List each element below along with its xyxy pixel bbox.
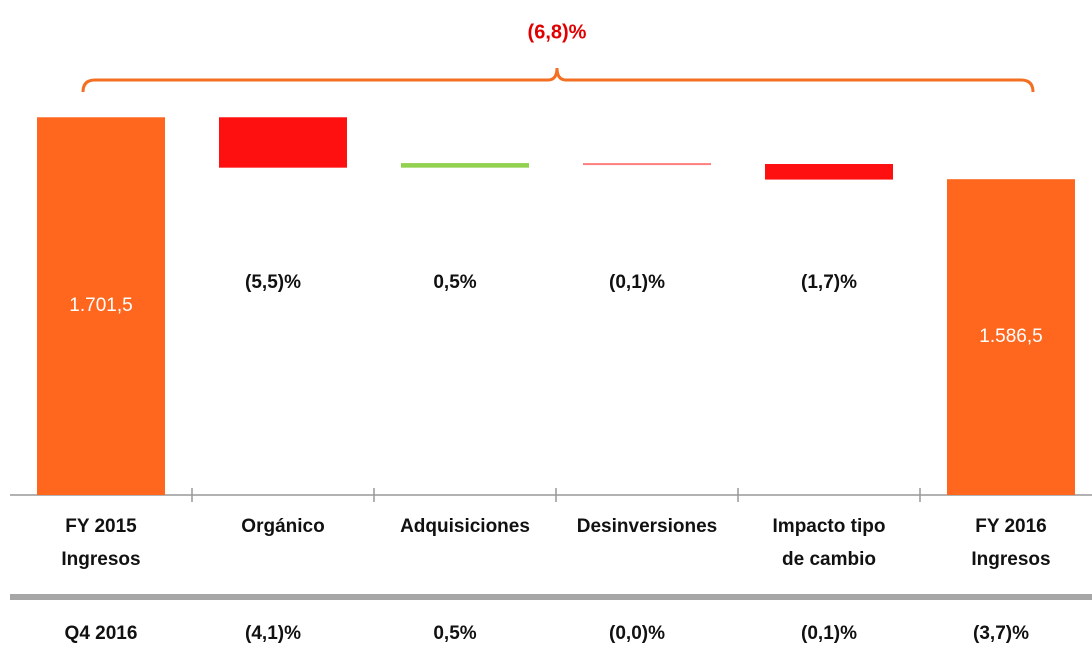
chart-title: (6,8)% <box>528 21 587 43</box>
change-label: (1,7)% <box>801 272 857 293</box>
x-tick-label: Orgánico <box>241 516 324 537</box>
q4-value: (0,0)% <box>609 623 665 644</box>
x-tick-label: Ingresos <box>971 549 1050 570</box>
x-tick-label: FY 2015 <box>65 516 137 537</box>
q4-value: 0,5% <box>433 623 476 644</box>
bar <box>947 179 1075 495</box>
value-label: 1.586,5 <box>979 326 1042 347</box>
q4-value: (4,1)% <box>245 623 301 644</box>
value-label: 1.701,5 <box>69 295 132 316</box>
separator <box>10 594 1092 600</box>
change-label: (0,1)% <box>609 272 665 293</box>
q4-value: (3,7)% <box>973 623 1029 644</box>
bar <box>401 163 529 168</box>
bracket <box>81 67 1035 93</box>
x-tick-label: Ingresos <box>61 549 140 570</box>
x-tick-label: Impacto tipo <box>773 516 886 537</box>
change-label: 0,5% <box>433 272 476 293</box>
q4-label: Q4 2016 <box>65 623 138 644</box>
bar <box>219 117 347 168</box>
x-tick-label: FY 2016 <box>975 516 1046 537</box>
change-label: (5,5)% <box>245 272 301 293</box>
x-tick-label: Adquisiciones <box>400 516 530 537</box>
x-tick-label: de cambio <box>782 549 876 570</box>
bar <box>765 164 893 180</box>
q4-value: (0,1)% <box>801 623 857 644</box>
bar <box>37 117 165 496</box>
bar <box>583 163 711 166</box>
x-tick-label: Desinversiones <box>577 516 717 537</box>
